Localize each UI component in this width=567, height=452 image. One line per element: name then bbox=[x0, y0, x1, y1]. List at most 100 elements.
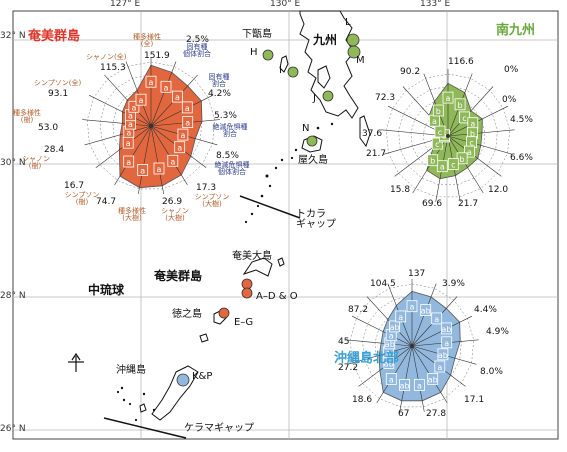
radar-cell bbox=[442, 91, 454, 104]
radar-cell-letter: c bbox=[438, 128, 442, 137]
radar-grid-ring bbox=[386, 73, 510, 198]
radar-cell-letter: c bbox=[451, 161, 455, 170]
radar-cell-letter: a bbox=[470, 120, 475, 129]
kyushu-val-tree-bottom: 21.7 bbox=[458, 199, 479, 209]
radar-center bbox=[149, 124, 153, 128]
radar-cell-letter: a bbox=[175, 93, 180, 102]
radar-spoke bbox=[82, 119, 152, 127]
radar-cell bbox=[385, 372, 397, 385]
place-yakushima: 屋久島 bbox=[298, 155, 328, 166]
kyushu-val-tree-sl: 15.8 bbox=[390, 185, 411, 195]
lat-tick-32: 32° N bbox=[0, 31, 26, 41]
kyushu-val-shin-left: 21.7 bbox=[366, 149, 387, 159]
radar-cell bbox=[427, 372, 439, 385]
lon-tick-130: 130° E bbox=[270, 0, 301, 9]
amami-label-syn-bl: シンプソン (樹) bbox=[64, 191, 100, 207]
amami-label-m2: 固有種 割合 bbox=[208, 73, 230, 89]
radar-cell bbox=[171, 90, 183, 103]
radar-cell bbox=[389, 320, 401, 333]
radar-cell-letter: c bbox=[462, 114, 466, 123]
radar-cell-letter: b bbox=[430, 157, 435, 166]
okinawa-val-tree-br: 17.1 bbox=[464, 395, 485, 405]
radar-cell bbox=[128, 100, 140, 113]
radar-cell-letter: a bbox=[417, 382, 422, 391]
radar-cell-letter: a bbox=[440, 163, 445, 172]
amami-val-pct1: 2.5% bbox=[186, 35, 209, 45]
radar-cell-letter: a bbox=[386, 349, 391, 358]
amami-val-tree-sl: 16.7 bbox=[64, 181, 85, 191]
place-shimokoshiki: 下甑島 bbox=[242, 29, 272, 40]
radar-cell-letter: ab bbox=[384, 360, 394, 369]
amami-label-left: 種多様性 (樹) bbox=[13, 109, 41, 125]
region-title-amami: 奄美群島 bbox=[28, 29, 81, 44]
amami-oshima-island bbox=[242, 257, 273, 277]
place-tokunoshima: 徳之島 bbox=[172, 309, 202, 320]
radar-cell-letter: a bbox=[131, 103, 136, 112]
radar-cell-letter: a bbox=[139, 96, 144, 105]
amami-val-pct3: 5.3% bbox=[214, 111, 237, 121]
radar-cell-letter: a bbox=[444, 339, 449, 348]
kyushu-val-pct1: 0% bbox=[504, 65, 519, 75]
radar-cell bbox=[420, 304, 432, 317]
kyushu-val-tree-sl2: 69.6 bbox=[422, 199, 443, 209]
radar-cell-letter: a bbox=[437, 363, 442, 372]
radar-spoke bbox=[138, 125, 152, 194]
amami-label-m4: 絶滅危惧種 個体割合 bbox=[214, 161, 250, 177]
place-amami-oshima: 奄美大島 bbox=[232, 251, 272, 262]
radar-cell bbox=[174, 141, 186, 154]
kyushu-val-syn-left: 37.6 bbox=[362, 129, 383, 139]
radar-cell-letter: a bbox=[149, 78, 154, 87]
radar-cell-letter: a bbox=[170, 157, 175, 166]
lat-tick-26: 26° N bbox=[0, 424, 26, 434]
radar-spoke bbox=[447, 129, 515, 137]
kyushu-val-pct2: 0% bbox=[502, 95, 517, 105]
radar-cell-letter: a bbox=[164, 83, 169, 92]
radar-cell bbox=[123, 155, 135, 168]
place-okinawa: 沖縄島 bbox=[116, 365, 146, 376]
radar-cell bbox=[441, 336, 453, 349]
radar-cell-letter: ab bbox=[428, 375, 438, 384]
radar-cell bbox=[395, 310, 407, 323]
radar-cell bbox=[153, 162, 165, 175]
radar-cell bbox=[434, 360, 446, 373]
amami-val-tree-sl2: 74.7 bbox=[96, 197, 117, 207]
tokara-gap-line bbox=[239, 195, 301, 219]
radar-spoke bbox=[150, 61, 177, 127]
radar-cell bbox=[182, 116, 194, 128]
radar-cell-letter: b bbox=[470, 130, 475, 139]
site-label-h: H bbox=[250, 47, 258, 58]
radar-spoke bbox=[347, 345, 413, 365]
radar-spoke bbox=[150, 125, 164, 194]
radar-cell-letter: ab bbox=[385, 340, 395, 349]
radar-grid-ring bbox=[87, 61, 215, 190]
okinawa-val-pct1: 3.9% bbox=[442, 279, 465, 289]
radar-grid-ring bbox=[350, 283, 474, 408]
graticule bbox=[13, 11, 558, 439]
radar-cell bbox=[406, 300, 418, 313]
amami-val-syn-left: 53.0 bbox=[38, 123, 59, 133]
radar-cell-letter: a bbox=[126, 158, 131, 167]
kikai-island bbox=[277, 257, 285, 267]
okinawa-val-pct4: 8.0% bbox=[480, 367, 503, 377]
radar-spoke bbox=[345, 339, 413, 347]
okinawa-val-tree-sl: 18.6 bbox=[352, 395, 373, 405]
radar-cell bbox=[440, 322, 452, 335]
radar-cell-letter: a bbox=[157, 165, 162, 174]
radar-cell-letter: c bbox=[469, 139, 473, 148]
site-label-okinawa: K&P bbox=[192, 371, 213, 382]
map-frame bbox=[12, 10, 559, 440]
okinawa-val-shin-left: 27.2 bbox=[338, 363, 359, 373]
lon-tick-133: 133° E bbox=[420, 0, 451, 9]
radar-chart-minami-kyushu: abcabcabcabcabcab bbox=[381, 69, 515, 202]
sites bbox=[176, 33, 361, 387]
radar-cell bbox=[160, 80, 172, 93]
amami-label-m1: 固有種 個体割合 bbox=[183, 43, 211, 59]
amami-label-syn-top: シンプソン(全) bbox=[34, 79, 82, 87]
radar-cell bbox=[463, 145, 475, 158]
place-amami-islands: 奄美群島 bbox=[154, 269, 203, 283]
region-title-okinawa-north: 沖縄島北部 bbox=[334, 351, 400, 366]
radar-spoke bbox=[84, 125, 152, 146]
islets bbox=[116, 122, 334, 422]
